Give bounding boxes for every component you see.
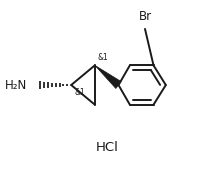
Text: Br: Br xyxy=(138,10,152,23)
Text: HCl: HCl xyxy=(96,140,119,153)
Text: H₂N: H₂N xyxy=(5,79,27,92)
Text: &1: &1 xyxy=(98,53,108,62)
Polygon shape xyxy=(95,65,121,88)
Text: &1: &1 xyxy=(74,88,85,97)
